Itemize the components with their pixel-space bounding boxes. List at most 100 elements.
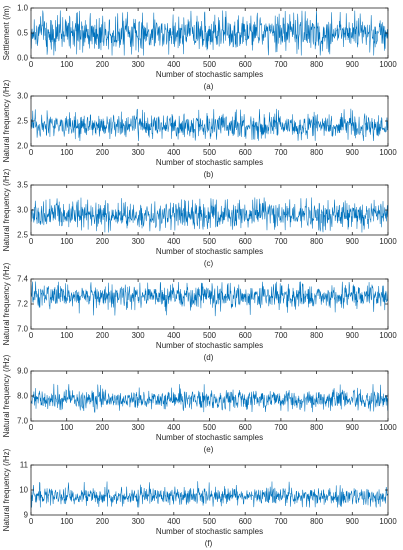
y-tick-label: 0.5 [17, 29, 29, 38]
y-axis-label: Natural frequency (/Hz) [2, 262, 11, 345]
x-axis-label: Number of stochastic samples [156, 247, 263, 256]
x-tick-label: 1000 [379, 148, 397, 157]
y-tick-label: 8.0 [17, 392, 29, 401]
x-tick-label: 800 [310, 423, 324, 432]
x-tick-label: 400 [167, 237, 181, 246]
x-tick-label: 800 [310, 60, 324, 69]
panel-label: (c) [204, 259, 214, 268]
x-tick-label: 200 [96, 517, 110, 526]
x-tick-label: 0 [29, 148, 34, 157]
x-tick-label: 700 [274, 517, 288, 526]
x-tick-label: 300 [132, 237, 146, 246]
x-tick-label: 400 [167, 517, 181, 526]
x-tick-label: 500 [203, 423, 217, 432]
x-tick-label: 600 [239, 148, 253, 157]
x-tick-label: 900 [346, 237, 360, 246]
x-tick-label: 300 [132, 517, 146, 526]
x-tick-label: 300 [132, 423, 146, 432]
y-tick-label: 7.0 [17, 325, 29, 334]
x-tick-label: 600 [239, 517, 253, 526]
x-tick-label: 400 [167, 423, 181, 432]
x-tick-label: 900 [346, 423, 360, 432]
x-tick-label: 300 [132, 148, 146, 157]
panel-label: (f) [205, 539, 213, 548]
chart-panel-e: 0 100 200 300 400 500 600 700 800 900 1000 7.0 8.0 9.… [2, 354, 397, 454]
x-tick-label: 800 [310, 331, 324, 340]
x-axis-label: Number of stochastic samples [156, 433, 263, 442]
series-line [30, 10, 389, 56]
x-tick-label: 200 [96, 148, 110, 157]
panel-label: (a) [204, 82, 214, 91]
x-tick-label: 700 [274, 423, 288, 432]
x-tick-label: 600 [239, 331, 253, 340]
y-axis-label: Settlement (/m) [2, 5, 11, 60]
x-tick-label: 900 [346, 60, 360, 69]
x-tick-label: 400 [167, 331, 181, 340]
series-line [30, 108, 389, 142]
x-tick-label: 500 [203, 331, 217, 340]
x-tick-label: 900 [346, 517, 360, 526]
y-tick-label: 3.5 [17, 181, 29, 190]
plot-frame [30, 278, 389, 330]
x-axis-label: Number of stochastic samples [156, 158, 263, 167]
x-tick-label: 100 [60, 331, 74, 340]
x-tick-label: 0 [29, 331, 34, 340]
y-axis-label: Natural frequency (/Hz) [2, 448, 11, 531]
y-tick-label: 9.0 [17, 367, 29, 376]
x-tick-label: 300 [132, 60, 146, 69]
x-tick-label: 0 [29, 517, 34, 526]
figure-panels: 0 100 200 300 400 500 600 700 800 900 10000.00.51.… [2, 4, 397, 548]
x-tick-label: 1000 [379, 517, 397, 526]
y-tick-label: 3.0 [17, 92, 29, 101]
x-tick-label: 700 [274, 331, 288, 340]
x-tick-label: 1000 [379, 331, 397, 340]
series-line [30, 197, 389, 233]
series-line [30, 481, 389, 508]
y-tick-label: 2.5 [17, 231, 29, 240]
x-tick-label: 600 [239, 423, 253, 432]
x-tick-label: 900 [346, 148, 360, 157]
chart-panel-c: 0 100 200 300 400 500 600 700 800 900 1000 2.5 3.0 3.… [2, 168, 397, 268]
y-tick-label: 7.4 [17, 275, 29, 284]
x-tick-label: 0 [29, 60, 34, 69]
x-tick-label: 500 [203, 237, 217, 246]
x-tick-label: 400 [167, 148, 181, 157]
x-tick-label: 700 [274, 148, 288, 157]
x-tick-label: 100 [60, 237, 74, 246]
y-tick-label: 3.0 [17, 206, 29, 215]
panel-label: (e) [204, 445, 214, 454]
x-tick-label: 400 [167, 60, 181, 69]
y-tick-label: 10 [19, 486, 28, 495]
x-tick-label: 100 [60, 148, 74, 157]
x-tick-label: 100 [60, 517, 74, 526]
x-axis-label: Number of stochastic samples [156, 527, 263, 536]
x-tick-label: 500 [203, 517, 217, 526]
panel-label: (d) [204, 353, 214, 362]
x-tick-label: 200 [96, 237, 110, 246]
x-tick-label: 1000 [379, 237, 397, 246]
y-tick-label: 9 [24, 511, 28, 520]
x-axis-label: Number of stochastic samples [156, 341, 263, 350]
chart-panel-f: 0 100 200 300 400 500 600 700 800 900 1000 9 10 11 Num… [2, 448, 397, 548]
chart-panel-a: 0 100 200 300 400 500 600 700 800 900 1000 0.0 0.5 1.… [2, 4, 397, 91]
y-tick-label: 7.2 [17, 300, 28, 309]
x-axis-label: Number of stochastic samples [156, 70, 263, 79]
chart-panel-d: 0 100 200 300 400 500 600 700 800 900 1000 7.0 7.2 7.… [2, 262, 397, 362]
x-tick-label: 200 [96, 423, 110, 432]
y-tick-label: 7.0 [17, 417, 29, 426]
x-tick-label: 600 [239, 237, 253, 246]
x-tick-label: 800 [310, 237, 324, 246]
y-tick-label: 2.0 [17, 142, 29, 151]
x-tick-label: 0 [29, 237, 34, 246]
x-tick-label: 1000 [379, 60, 397, 69]
x-tick-label: 700 [274, 60, 288, 69]
y-tick-label: 1.0 [17, 4, 29, 13]
x-tick-label: 300 [132, 331, 146, 340]
x-tick-label: 800 [310, 148, 324, 157]
series-line [30, 383, 389, 413]
x-tick-label: 700 [274, 237, 288, 246]
x-tick-label: 100 [60, 423, 74, 432]
x-tick-label: 200 [96, 60, 110, 69]
x-tick-label: 200 [96, 331, 110, 340]
